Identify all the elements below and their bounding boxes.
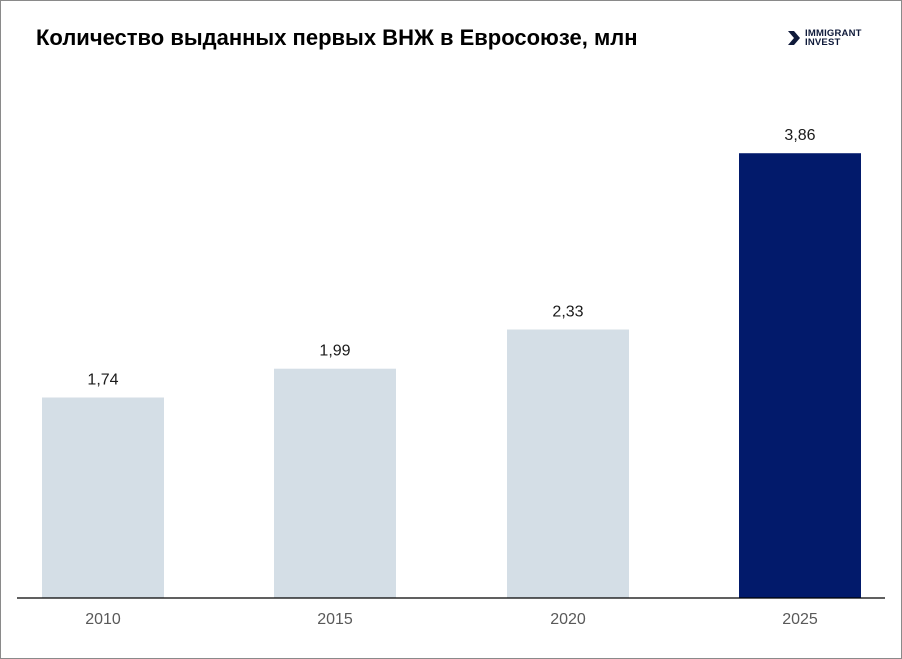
x-tick-label-2020: 2020 [550, 611, 586, 628]
bar-2025 [739, 153, 861, 599]
bar-2010 [42, 397, 164, 598]
x-tick-label-2015: 2015 [317, 611, 353, 628]
data-label-2015: 1,99 [319, 343, 350, 360]
logo-mark-icon [788, 31, 800, 45]
logo-text-line1: IMMIGRANT [805, 28, 862, 39]
logo-text-line2: INVEST [805, 37, 841, 48]
data-label-2010: 1,74 [87, 372, 118, 389]
x-tick-label-2010: 2010 [85, 611, 121, 628]
immigrant-invest-logo: IMMIGRANT INVEST [788, 28, 884, 50]
x-tick-label-2025: 2025 [782, 611, 818, 628]
data-label-2025: 3,86 [784, 127, 815, 144]
bar-2020 [507, 329, 629, 598]
chart-title: Количество выданных первых ВНЖ в Евросою… [36, 25, 638, 50]
bar-2015 [274, 368, 396, 598]
data-label-2020: 2,33 [552, 304, 583, 321]
